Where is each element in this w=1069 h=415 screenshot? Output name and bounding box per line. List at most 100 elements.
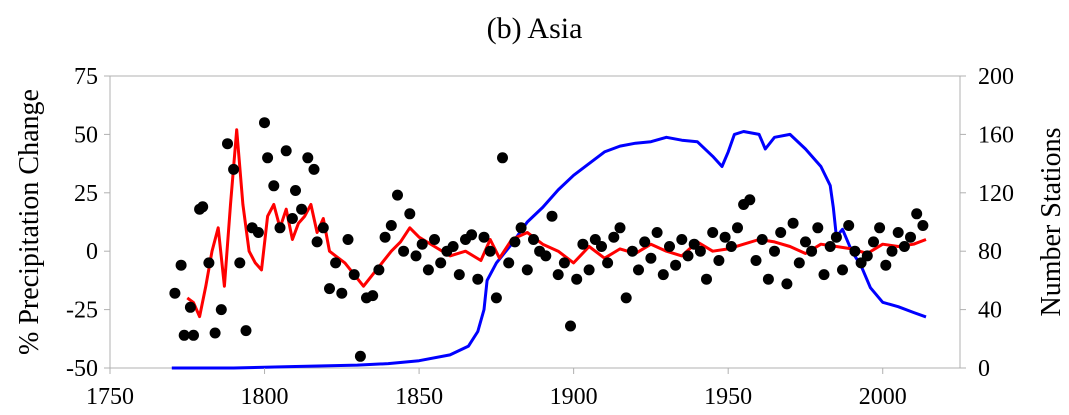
data-point	[336, 287, 348, 299]
data-point	[626, 245, 638, 257]
data-point	[354, 350, 366, 362]
data-point	[886, 245, 898, 257]
y-tick-label: 75	[74, 64, 98, 90]
data-point	[410, 250, 422, 262]
data-point	[818, 269, 830, 281]
data-point	[342, 234, 354, 245]
data-point	[546, 210, 558, 222]
data-point	[676, 234, 688, 245]
data-point	[756, 234, 768, 245]
data-point	[849, 245, 861, 257]
data-point	[651, 227, 663, 238]
data-point	[583, 264, 595, 276]
data-point	[290, 185, 301, 196]
x-tick-label: 1850	[395, 384, 443, 410]
data-point	[552, 269, 564, 281]
data-point	[398, 245, 410, 257]
data-point	[750, 255, 762, 266]
data-point	[905, 231, 916, 243]
y2-axis-label: Number Stations	[1036, 128, 1067, 317]
data-point	[558, 257, 570, 269]
data-point	[657, 269, 669, 281]
data-point	[311, 236, 323, 248]
data-point	[670, 259, 682, 271]
data-point	[379, 231, 391, 243]
data-point	[268, 180, 280, 192]
data-point	[302, 152, 314, 164]
data-point	[169, 287, 181, 299]
data-point	[620, 292, 632, 304]
y2-tick-label: 120	[978, 181, 1014, 207]
data-point	[330, 257, 342, 269]
data-point	[633, 264, 644, 276]
data-point	[911, 208, 923, 220]
data-point	[188, 329, 199, 341]
data-point	[515, 222, 527, 234]
data-point	[732, 222, 743, 234]
data-point	[861, 250, 873, 262]
data-point	[447, 241, 459, 252]
data-point	[639, 236, 651, 248]
data-point	[392, 189, 403, 201]
y-tick-label: -25	[66, 298, 98, 324]
data-point	[308, 163, 320, 175]
data-point	[565, 320, 576, 332]
data-point	[787, 217, 799, 229]
data-point	[466, 229, 478, 241]
y-axis-label: % Precipitation Change	[14, 89, 45, 355]
chart-title: (b) Asia	[486, 12, 583, 45]
y2-tick-label: 80	[978, 239, 1002, 265]
data-point	[762, 273, 774, 285]
data-point	[490, 292, 502, 304]
data-point	[435, 257, 447, 269]
data-point	[296, 203, 308, 215]
data-point	[645, 252, 657, 264]
data-point	[744, 194, 756, 206]
data-point	[234, 257, 246, 269]
data-point	[240, 325, 252, 337]
data-point	[528, 234, 539, 245]
data-point	[197, 201, 209, 213]
y-tick-label: 0	[86, 239, 98, 265]
data-point	[806, 245, 818, 257]
data-point	[259, 117, 270, 129]
data-point	[719, 231, 731, 243]
x-tick-label: 1900	[550, 384, 598, 410]
data-point	[274, 222, 286, 234]
y-tick-label: -50	[66, 356, 98, 382]
data-point	[453, 269, 465, 281]
data-point	[503, 257, 515, 269]
data-point	[874, 222, 886, 234]
data-point	[286, 213, 298, 224]
x-tick-label: 1750	[86, 384, 134, 410]
data-point	[614, 222, 626, 234]
data-point	[429, 234, 440, 245]
data-point	[701, 273, 712, 285]
data-point	[868, 236, 879, 248]
data-point	[725, 241, 737, 252]
data-point	[664, 241, 675, 252]
data-point	[812, 222, 824, 234]
data-point	[484, 245, 496, 257]
data-point	[422, 264, 434, 276]
data-point	[880, 259, 892, 271]
data-point	[571, 273, 583, 285]
data-point	[228, 163, 240, 175]
y2-tick-label: 40	[978, 298, 1002, 324]
data-point	[373, 264, 385, 276]
x-tick-label: 1950	[704, 384, 752, 410]
data-point	[608, 231, 620, 243]
data-point	[324, 283, 335, 295]
data-point	[497, 152, 508, 164]
data-point	[917, 220, 929, 231]
data-point	[707, 227, 719, 238]
data-point	[602, 257, 614, 269]
y-tick-label: 25	[74, 181, 98, 207]
data-point	[682, 250, 694, 262]
data-point	[769, 245, 780, 257]
data-point	[577, 238, 589, 250]
data-point	[404, 208, 416, 220]
data-point	[209, 327, 221, 339]
data-point	[824, 241, 836, 252]
data-point	[348, 269, 360, 281]
